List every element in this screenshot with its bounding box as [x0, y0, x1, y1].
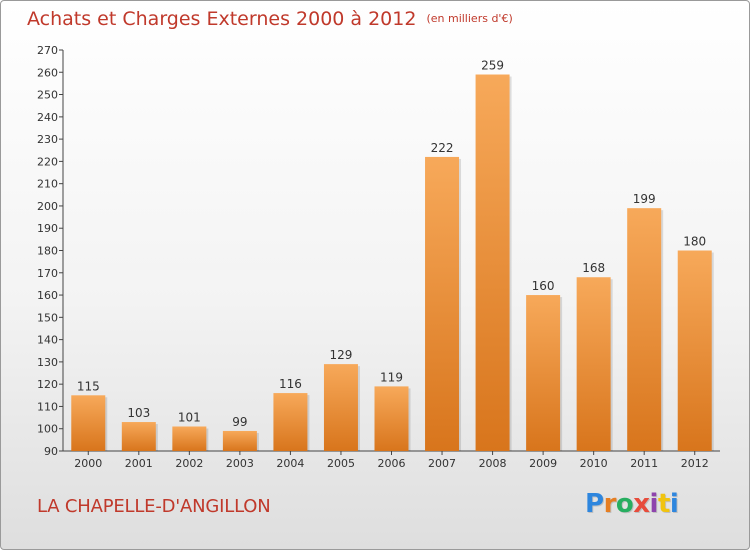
y-tick-label: 270: [37, 44, 58, 57]
data-label: 115: [77, 379, 100, 393]
y-tick-label: 180: [37, 245, 58, 258]
y-tick-label: 260: [37, 66, 58, 79]
x-tick-label: 2004: [276, 457, 304, 470]
title-text: Achats et Charges Externes 2000 à 2012: [27, 8, 417, 30]
x-tick-label: 2003: [226, 457, 254, 470]
y-tick-label: 230: [37, 133, 58, 146]
data-label: 259: [481, 59, 504, 73]
data-labels: 115 103 101 99 116 129 119 222 259 160 168 199 180: [77, 59, 706, 429]
data-label: 101: [178, 410, 201, 424]
data-label: 99: [232, 415, 247, 429]
data-label: 222: [431, 141, 454, 155]
y-tick-label: 130: [37, 356, 58, 369]
logo-letter: o: [615, 489, 634, 519]
data-label: 168: [582, 261, 605, 275]
x-tick-label: 2005: [327, 457, 355, 470]
bars: [71, 74, 714, 451]
logo-letter: i: [649, 489, 659, 519]
proxiti-logo: Proxiti: [585, 489, 679, 519]
y-tick-label: 140: [37, 334, 58, 347]
x-tick-label: 2000: [74, 457, 102, 470]
y-tick-label: 120: [37, 378, 58, 391]
logo-letter: P: [585, 489, 604, 519]
y-tick-label: 210: [37, 178, 58, 191]
data-label: 103: [127, 406, 150, 420]
y-tick-label: 90: [44, 445, 58, 458]
x-tick-label: 2008: [479, 457, 507, 470]
bar-2007: [425, 156, 460, 451]
x-tick-label: 2012: [681, 457, 709, 470]
bar-2006: [374, 386, 409, 451]
bar-2010: [576, 277, 611, 451]
bar-2008: [475, 74, 510, 451]
x-tick-label: 2006: [378, 457, 406, 470]
bar-2003: [222, 430, 257, 451]
bar-2005: [323, 364, 358, 451]
x-tick-label: 2001: [125, 457, 153, 470]
bar-2000: [71, 395, 106, 451]
data-label: 160: [532, 279, 555, 293]
y-tick-label: 240: [37, 111, 58, 124]
y-tick-label: 160: [37, 289, 58, 302]
y-tick-label: 200: [37, 200, 58, 213]
y-tick-label: 170: [37, 267, 58, 280]
logo-letter: r: [603, 489, 617, 519]
x-tick-label: 2010: [580, 457, 608, 470]
bar-2002: [172, 426, 207, 451]
data-label: 199: [633, 192, 656, 206]
y-tick-label: 250: [37, 89, 58, 102]
x-tick-label: 2009: [529, 457, 557, 470]
bar-2004: [273, 393, 308, 451]
y-tick-label: 190: [37, 222, 58, 235]
x-tick-label: 2002: [175, 457, 203, 470]
bar-2012: [677, 250, 712, 451]
y-tick-label: 110: [37, 400, 58, 413]
bar-2001: [121, 422, 156, 451]
y-tick-label: 150: [37, 311, 58, 324]
logo-letter: x: [633, 489, 650, 519]
logo-letter: i: [669, 489, 679, 519]
commune-name: LA CHAPELLE-D'ANGILLON: [37, 496, 271, 517]
data-label: 119: [380, 370, 403, 384]
logo-letter: t: [657, 489, 670, 519]
y-tick-label: 100: [37, 423, 58, 436]
data-label: 116: [279, 377, 302, 391]
x-tick-label: 2007: [428, 457, 456, 470]
bar-2011: [627, 208, 662, 451]
x-tick-label: 2011: [630, 457, 658, 470]
data-label: 180: [683, 235, 706, 249]
chart-title: Achats et Charges Externes 2000 à 2012 (e…: [27, 8, 513, 30]
data-label: 129: [330, 348, 353, 362]
bar-2009: [526, 295, 561, 451]
y-tick-label: 220: [37, 155, 58, 168]
unit-label: (en milliers d'€): [426, 12, 513, 25]
